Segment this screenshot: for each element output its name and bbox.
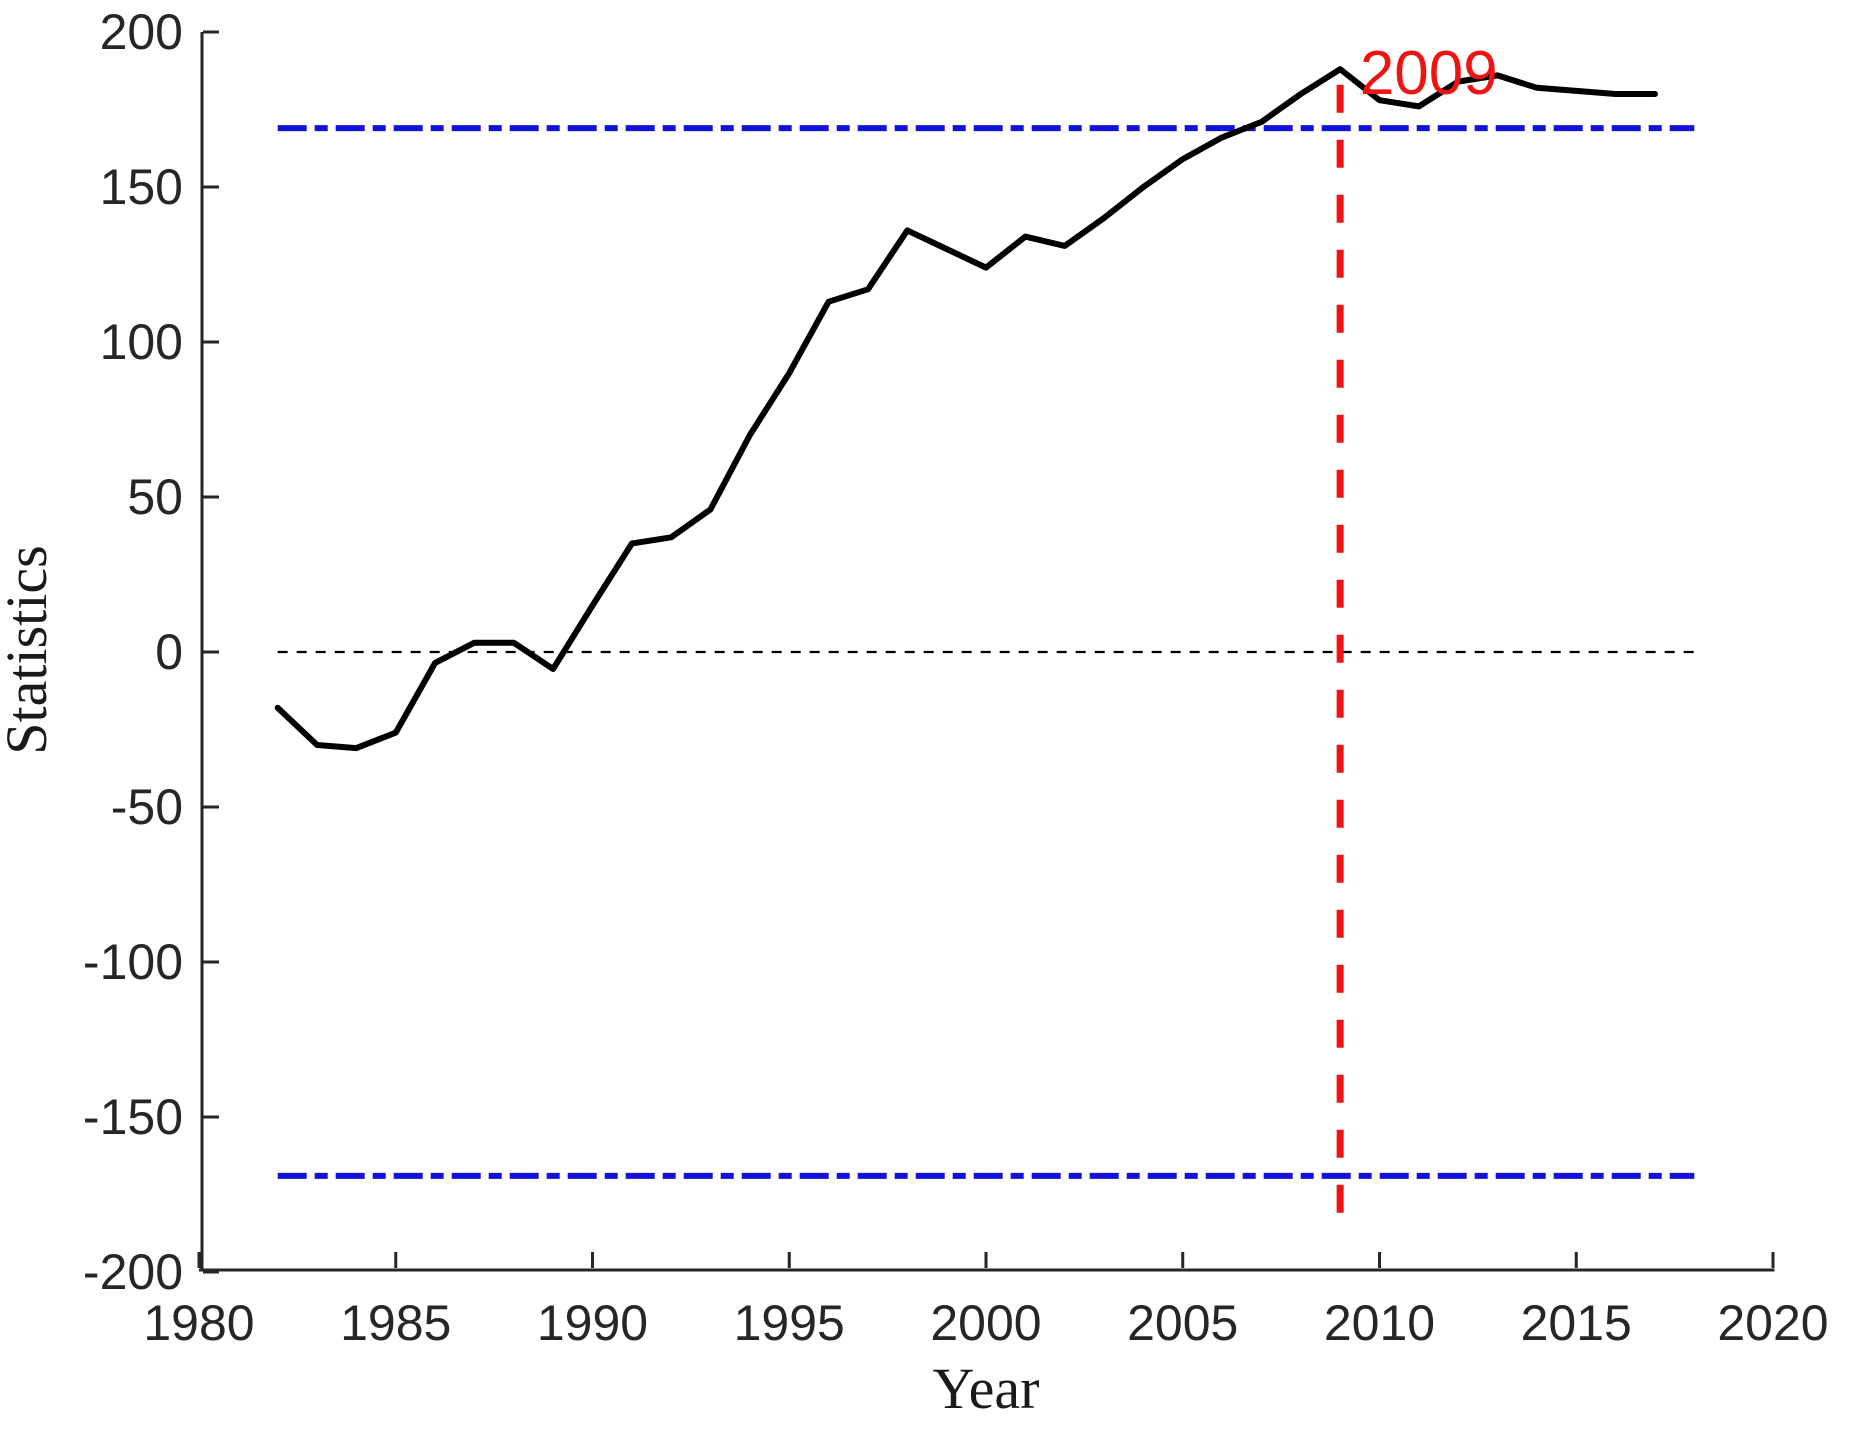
x-axis-label: Year xyxy=(933,1356,1040,1421)
y-tick-label: 50 xyxy=(127,469,183,525)
x-tick-label: 1980 xyxy=(143,1295,254,1351)
x-tick-label: 1995 xyxy=(734,1295,845,1351)
y-tick-label: -200 xyxy=(83,1244,183,1300)
x-tick-label: 2020 xyxy=(1717,1295,1828,1351)
y-tick-label: -50 xyxy=(111,779,183,835)
x-tick-label: 2010 xyxy=(1324,1295,1435,1351)
x-tick-label: 2000 xyxy=(930,1295,1041,1351)
y-tick-label: 0 xyxy=(155,624,183,680)
changepoint-year-label: 2009 xyxy=(1360,39,1498,108)
x-tick-label: 1985 xyxy=(340,1295,451,1351)
y-tick-label: -150 xyxy=(83,1089,183,1145)
y-tick-label: -100 xyxy=(83,934,183,990)
plot-area: -200 -150 -100 -50 0 50 100 150 200 1980 1985 1990 1… xyxy=(83,4,1829,1351)
x-tick-label: 1990 xyxy=(537,1295,648,1351)
mann-kendall-statistic-line xyxy=(274,66,1658,752)
y-tick-label: 100 xyxy=(100,314,183,370)
x-tick-label: 2005 xyxy=(1127,1295,1238,1351)
y-tick-label: 200 xyxy=(100,4,183,60)
y-axis-label: Statistics xyxy=(0,545,59,754)
y-tick-label: 150 xyxy=(100,159,183,215)
x-tick-label: 2015 xyxy=(1521,1295,1632,1351)
